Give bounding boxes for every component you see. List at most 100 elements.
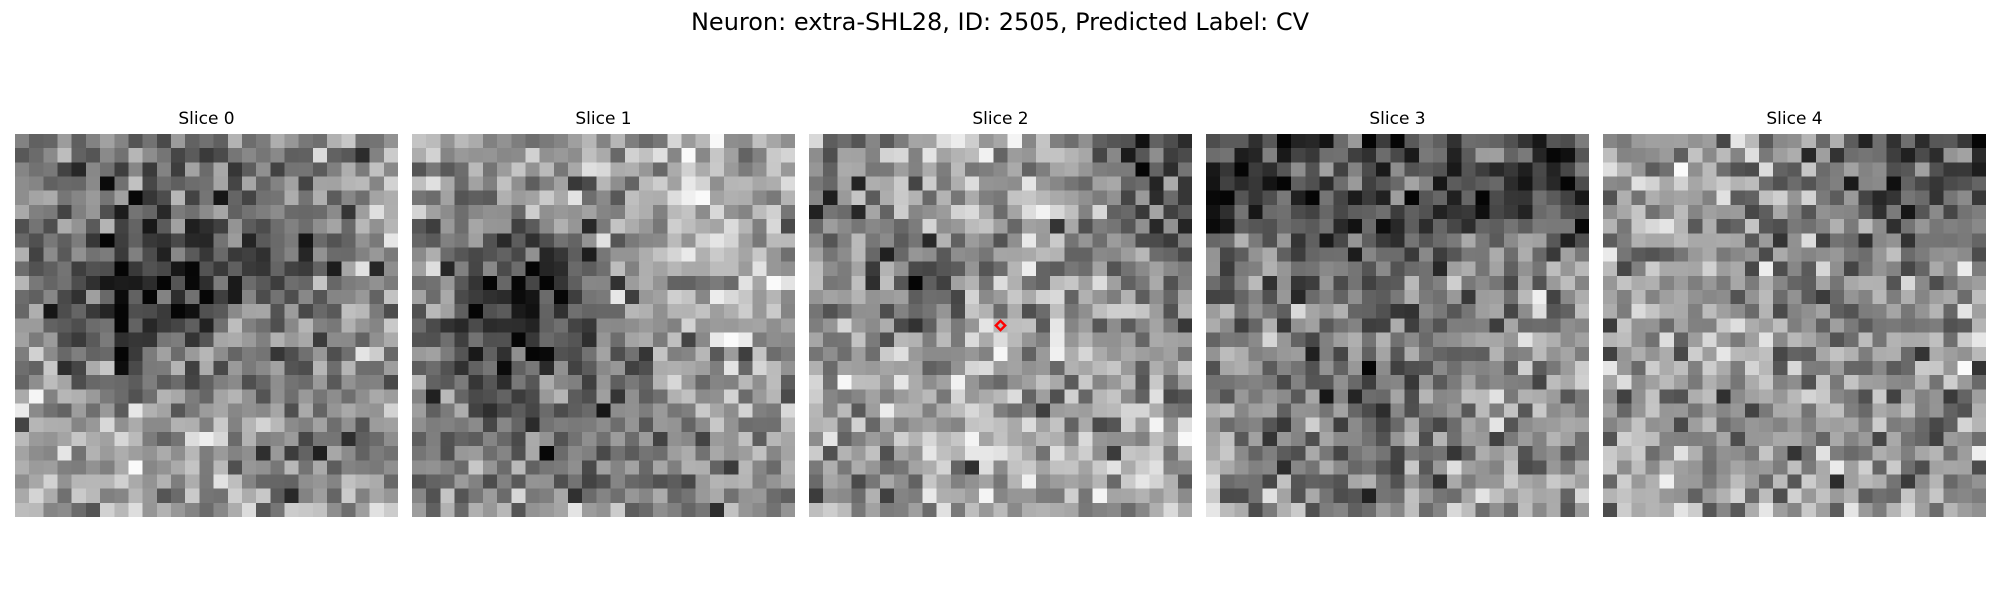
pixel-cell bbox=[696, 361, 710, 375]
pixel-cell bbox=[440, 134, 454, 148]
pixel-cell bbox=[1915, 233, 1929, 247]
pixel-cell bbox=[1476, 489, 1490, 503]
pixel-cell bbox=[270, 247, 284, 261]
pixel-cell bbox=[1603, 148, 1617, 162]
pixel-cell bbox=[965, 474, 979, 488]
pixel-cell bbox=[1220, 503, 1234, 517]
pixel-cell bbox=[426, 191, 440, 205]
pixel-cell bbox=[1135, 318, 1149, 332]
pixel-cell bbox=[1943, 191, 1957, 205]
pixel-cell bbox=[639, 318, 653, 332]
pixel-cell bbox=[483, 375, 497, 389]
pixel-cell bbox=[582, 418, 596, 432]
pixel-cell bbox=[1745, 148, 1759, 162]
pixel-cell bbox=[440, 304, 454, 318]
pixel-cell bbox=[1816, 304, 1830, 318]
pixel-cell bbox=[171, 134, 185, 148]
pixel-cell bbox=[738, 205, 752, 219]
pixel-cell bbox=[1461, 347, 1475, 361]
pixel-cell bbox=[1830, 205, 1844, 219]
pixel-cell bbox=[1802, 375, 1816, 389]
pixel-cell bbox=[100, 134, 114, 148]
pixel-cell bbox=[440, 205, 454, 219]
pixel-cell bbox=[596, 333, 610, 347]
pixel-cell bbox=[299, 361, 313, 375]
pixel-cell bbox=[1631, 474, 1645, 488]
pixel-cell bbox=[568, 503, 582, 517]
pixel-cell bbox=[72, 389, 86, 403]
pixel-cell bbox=[1631, 276, 1645, 290]
pixel-cell bbox=[1178, 134, 1192, 148]
pixel-cell bbox=[58, 489, 72, 503]
pixel-cell bbox=[1178, 304, 1192, 318]
pixel-cell bbox=[1348, 389, 1362, 403]
pixel-cell bbox=[327, 404, 341, 418]
pixel-cell bbox=[1334, 318, 1348, 332]
pixel-cell bbox=[426, 219, 440, 233]
pixel-cell bbox=[554, 446, 568, 460]
pixel-cell bbox=[285, 432, 299, 446]
pixel-cell bbox=[1816, 247, 1830, 261]
pixel-cell bbox=[1220, 404, 1234, 418]
pixel-cell bbox=[1646, 205, 1660, 219]
pixel-cell bbox=[738, 318, 752, 332]
pixel-cell bbox=[1093, 432, 1107, 446]
pixel-cell bbox=[426, 418, 440, 432]
pixel-cell bbox=[1731, 219, 1745, 233]
pixel-cell bbox=[143, 404, 157, 418]
pixel-cell bbox=[596, 177, 610, 191]
pixel-cell bbox=[469, 361, 483, 375]
pixel-cell bbox=[1943, 177, 1957, 191]
pixel-cell bbox=[1064, 333, 1078, 347]
pixel-cell bbox=[1830, 290, 1844, 304]
pixel-cell bbox=[469, 446, 483, 460]
pixel-cell bbox=[525, 191, 539, 205]
pixel-cell bbox=[58, 304, 72, 318]
pixel-cell bbox=[370, 460, 384, 474]
pixel-cell bbox=[72, 474, 86, 488]
pixel-cell bbox=[625, 503, 639, 517]
pixel-cell bbox=[767, 446, 781, 460]
pixel-cell bbox=[823, 375, 837, 389]
pixel-cell bbox=[1376, 503, 1390, 517]
pixel-cell bbox=[256, 304, 270, 318]
pixel-cell bbox=[157, 247, 171, 261]
pixel-cell bbox=[327, 262, 341, 276]
pixel-cell bbox=[823, 418, 837, 432]
pixel-cell bbox=[256, 276, 270, 290]
pixel-cell bbox=[540, 148, 554, 162]
pixel-cell bbox=[1688, 389, 1702, 403]
pixel-cell bbox=[100, 446, 114, 460]
pixel-cell bbox=[199, 333, 213, 347]
pixel-cell bbox=[525, 205, 539, 219]
pixel-cell bbox=[1093, 333, 1107, 347]
pixel-cell bbox=[1319, 290, 1333, 304]
pixel-cell bbox=[426, 134, 440, 148]
pixel-cell bbox=[568, 247, 582, 261]
pixel-cell bbox=[355, 489, 369, 503]
pixel-cell bbox=[582, 375, 596, 389]
pixel-cell bbox=[1787, 404, 1801, 418]
pixel-cell bbox=[1121, 489, 1135, 503]
pixel-cell bbox=[285, 503, 299, 517]
pixel-cell bbox=[965, 247, 979, 261]
pixel-cell bbox=[823, 404, 837, 418]
pixel-cell bbox=[1731, 233, 1745, 247]
pixel-cell bbox=[1291, 290, 1305, 304]
pixel-cell bbox=[1390, 432, 1404, 446]
pixel-cell bbox=[653, 304, 667, 318]
pixel-cell bbox=[894, 276, 908, 290]
pixel-cell bbox=[1943, 162, 1957, 176]
pixel-cell bbox=[157, 474, 171, 488]
pixel-cell bbox=[1816, 361, 1830, 375]
pixel-cell bbox=[511, 262, 525, 276]
pixel-cell bbox=[993, 418, 1007, 432]
pixel-cell bbox=[908, 503, 922, 517]
pixel-cell bbox=[1674, 460, 1688, 474]
pixel-cell bbox=[242, 375, 256, 389]
pixel-cell bbox=[29, 304, 43, 318]
pixel-cell bbox=[682, 418, 696, 432]
pixel-cell bbox=[979, 375, 993, 389]
pixel-cell bbox=[72, 375, 86, 389]
pixel-cell bbox=[1575, 375, 1589, 389]
